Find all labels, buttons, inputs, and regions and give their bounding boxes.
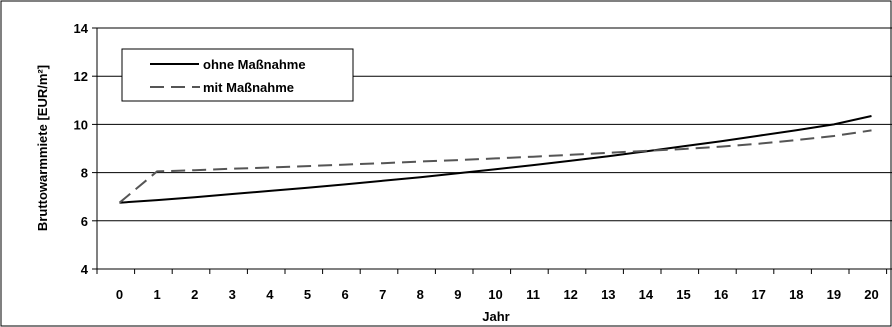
y-tick-label-4: 4 <box>81 262 89 277</box>
x-tick-label-18: 18 <box>789 287 803 302</box>
y-tick-label-8: 8 <box>81 166 88 181</box>
x-tick-label-19: 19 <box>827 287 841 302</box>
x-tick-label-16: 16 <box>714 287 728 302</box>
x-tick-label-8: 8 <box>417 287 424 302</box>
x-tick-label-1: 1 <box>153 287 160 302</box>
x-tick-label-6: 6 <box>341 287 348 302</box>
x-tick-label-13: 13 <box>601 287 615 302</box>
x-tick-label-17: 17 <box>751 287 765 302</box>
legend-label-mit: mit Maßnahme <box>203 80 294 95</box>
x-tick-label-3: 3 <box>229 287 236 302</box>
y-tick-label-12: 12 <box>74 69 88 84</box>
x-tick-label-10: 10 <box>488 287 502 302</box>
x-tick-label-0: 0 <box>116 287 123 302</box>
x-axis-ticks: 0 1 2 3 4 5 6 7 8 9 10 11 12 13 14 15 16 17 18 19 20 <box>96 269 888 302</box>
x-tick-label-14: 14 <box>639 287 654 302</box>
axes <box>96 28 892 270</box>
series-line-ohne-massnahme <box>119 115 872 204</box>
legend: ohne Maßnahme mit Maßnahme <box>121 48 354 102</box>
y-axis-ticks: 4 6 8 10 12 14 <box>74 21 97 277</box>
x-tick-label-4: 4 <box>266 287 274 302</box>
x-axis-title: Jahr <box>482 309 509 324</box>
y-tick-label-10: 10 <box>74 117 88 132</box>
gridlines <box>97 27 892 222</box>
legend-box <box>121 48 354 102</box>
legend-label-ohne: ohne Maßnahme <box>203 57 306 72</box>
y-axis-title: Bruttowarmmiete [EUR/m²] <box>35 65 50 231</box>
x-tick-label-9: 9 <box>454 287 461 302</box>
x-tick-label-15: 15 <box>676 287 690 302</box>
x-tick-label-5: 5 <box>304 287 311 302</box>
x-tick-label-7: 7 <box>379 287 386 302</box>
series-lines <box>118 115 872 204</box>
y-tick-label-14: 14 <box>74 21 89 36</box>
x-tick-label-12: 12 <box>563 287 577 302</box>
x-tick-label-11: 11 <box>526 287 540 302</box>
x-tick-label-2: 2 <box>191 287 198 302</box>
x-tick-label-20: 20 <box>864 287 878 302</box>
y-tick-label-6: 6 <box>81 214 88 229</box>
series-line-mit-massnahme <box>118 129 872 204</box>
